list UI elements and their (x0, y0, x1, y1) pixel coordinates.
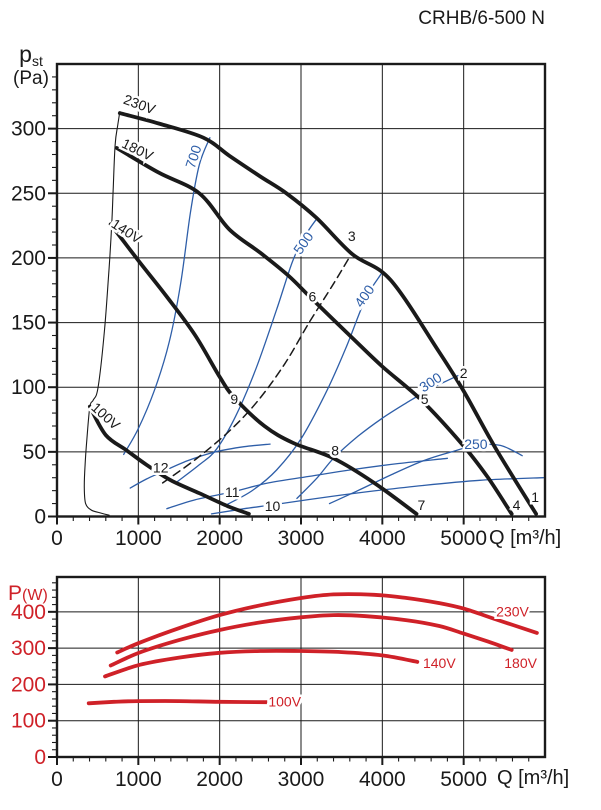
curve-surge-limit (83, 111, 121, 516)
y-tick-label: 300 (11, 637, 46, 660)
curve-100V (88, 404, 251, 516)
power-axis-title: P(W) (8, 582, 48, 605)
x-tick-label: 4000 (359, 768, 406, 791)
curve-iso-400 (225, 272, 383, 506)
curve-100V (86, 699, 271, 706)
curve-iso-250 (328, 443, 523, 505)
pressure-symbol: pst (19, 41, 43, 70)
curve-optimum-line (161, 255, 351, 484)
y-tick-label: 200 (11, 673, 46, 696)
x-tick-label: 4000 (359, 527, 406, 550)
curve-label-250: 250 (464, 436, 488, 452)
pressure-unit: (Pa) (13, 67, 49, 89)
curve-140V (103, 648, 420, 679)
flow-axis-title-top: Q [m³/h] (489, 527, 562, 549)
x-tick-label: 1000 (115, 768, 162, 791)
x-tick-label: 3000 (278, 768, 325, 791)
y-tick-label: 0 (34, 506, 46, 529)
curve-label-12: 12 (153, 459, 169, 475)
y-tick-label: 300 (11, 118, 46, 141)
curve-label-140V: 140V (109, 215, 146, 247)
pressure-chart: 0 1000 2000 3000 4000 5000 0 50 100 150 200 250 300 2… (11, 62, 547, 550)
pressure-axis-title: pst (Pa) (10, 42, 52, 89)
x-tick-label: 0 (51, 768, 63, 791)
curve-iso-10 (210, 477, 545, 515)
x-tick-label: 3000 (278, 527, 325, 550)
curve-label-4: 4 (513, 497, 521, 513)
curve-label-7: 7 (418, 497, 426, 513)
curve-label-6: 6 (309, 289, 317, 305)
x-tick-label: 2000 (196, 768, 243, 791)
y-tick-label: 250 (11, 182, 46, 205)
y-tick-label: 150 (11, 312, 46, 335)
y-tick-label: 0 (34, 746, 46, 769)
x-tick-label: 0 (51, 527, 63, 550)
y-tick-label: 200 (11, 247, 46, 270)
curve-label-5: 5 (421, 391, 429, 407)
curve-180V (114, 146, 514, 516)
curve-label-140V: 140V (423, 655, 456, 671)
curve-label-100V: 100V (268, 693, 301, 709)
curve-iso-500 (176, 218, 318, 483)
curve-label-9: 9 (230, 391, 238, 407)
curve-label-230V: 230V (496, 604, 529, 620)
curve-label-3: 3 (348, 228, 356, 244)
x-tick-label: 2000 (196, 527, 243, 550)
flow-axis-title-bottom: Q [m³/h] (497, 767, 570, 789)
curve-label-500: 500 (290, 229, 317, 257)
model-title: CRHB/6-500 N (418, 8, 545, 29)
curve-label-700: 700 (182, 143, 205, 170)
y-tick-label: 400 (11, 601, 46, 624)
y-tick-label: 100 (11, 376, 46, 399)
curve-label-8: 8 (331, 443, 339, 459)
x-tick-label: 5000 (440, 768, 487, 791)
y-tick-label: 100 (11, 710, 46, 733)
x-tick-label: 5000 (440, 527, 487, 550)
curve-iso-12 (129, 443, 271, 489)
curve-label-11: 11 (225, 484, 240, 500)
curve-label-180V: 180V (504, 655, 537, 671)
curve-iso-300 (296, 374, 459, 500)
curve-180V (108, 613, 514, 668)
y-tick-label: 50 (23, 441, 46, 464)
x-tick-label: 1000 (115, 527, 162, 550)
curve-label-2: 2 (460, 365, 468, 381)
curve-label-1: 1 (531, 489, 539, 505)
curve-label-10: 10 (265, 498, 281, 514)
curve-230V (117, 111, 538, 516)
curve-140V (108, 222, 419, 516)
power-chart: 0 1000 2000 3000 4000 5000 0 100 200 300 400 230V 18… (11, 575, 547, 791)
curve-iso-11 (166, 457, 449, 510)
curve-230V (115, 592, 539, 655)
